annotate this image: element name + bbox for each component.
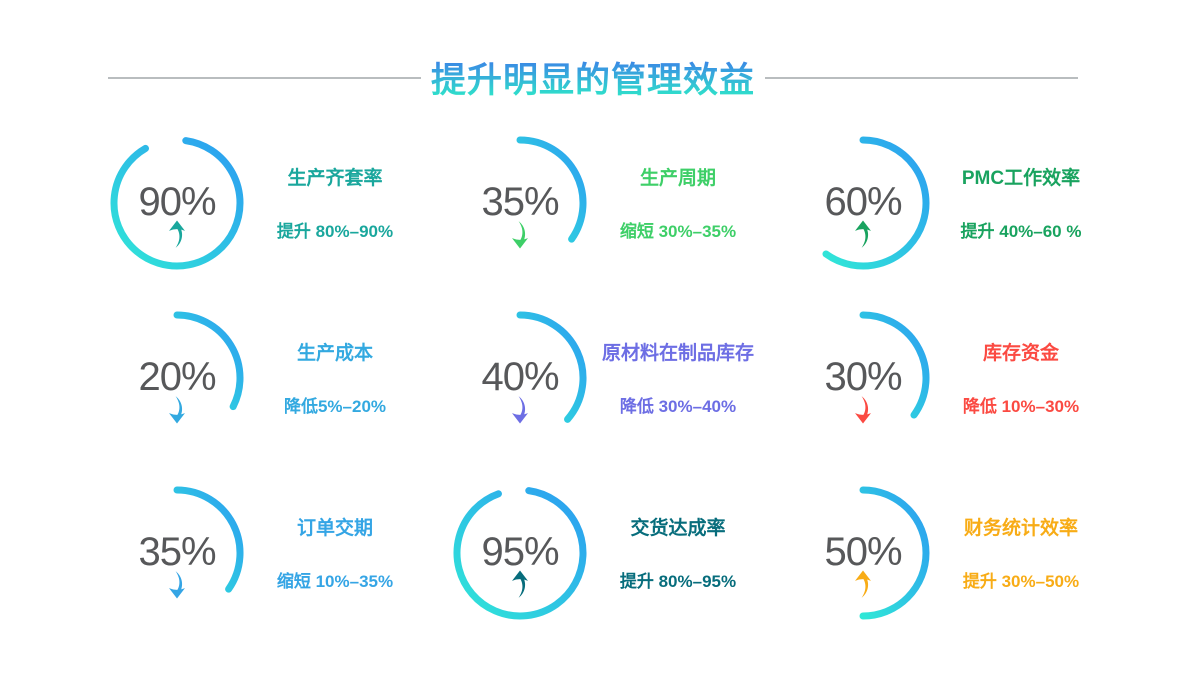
- stat-card: 35% 生产周期 缩短 30%–35%: [447, 115, 790, 290]
- progress-ring: 20%: [110, 311, 244, 445]
- progress-ring-svg: [822, 136, 930, 269]
- stat-labels: 原材料在制品库存 降低 30%–40%: [589, 311, 767, 445]
- ring-arc: [516, 311, 587, 423]
- progress-ring: 35%: [110, 486, 244, 620]
- stat-title: PMC工作效率: [961, 168, 1081, 189]
- page-title: 提升明显的管理效益: [431, 52, 755, 103]
- percent-value: 60%: [824, 180, 902, 224]
- stat-labels: 财务统计效率 提升 30%–50%: [932, 486, 1110, 620]
- stat-labels: 生产周期 缩短 30%–35%: [589, 136, 767, 270]
- stat-title: 库存资金: [982, 343, 1059, 364]
- stat-subtitle: 提升 80%–90%: [276, 222, 394, 241]
- trend-down-arrow-icon: [512, 220, 528, 249]
- progress-ring-svg: [859, 311, 930, 419]
- stat-subtitle: 缩短 30%–35%: [619, 222, 737, 241]
- progress-ring: 35%: [453, 136, 587, 270]
- progress-ring-svg: [859, 486, 930, 619]
- ring-arc: [453, 486, 587, 619]
- progress-ring-svg: [173, 486, 244, 593]
- ring-arc: [859, 311, 930, 419]
- ring-arc: [173, 311, 244, 410]
- stat-labels: 交货达成率 提升 80%–95%: [589, 486, 767, 620]
- stat-labels: 生产齐套率 提升 80%–90%: [246, 136, 424, 270]
- stat-subtitle: 提升 40%–60 %: [960, 222, 1082, 241]
- title-divider-left: [107, 76, 421, 79]
- percent-value: 50%: [824, 530, 902, 574]
- ring-arc: [859, 486, 930, 619]
- progress-ring: 90%: [110, 136, 244, 270]
- ring-arc: [110, 136, 244, 269]
- percent-value: 35%: [138, 530, 216, 574]
- trend-down-arrow-icon: [855, 395, 871, 424]
- stat-labels: 订单交期 缩短 10%–35%: [246, 486, 424, 620]
- ring-arc: [173, 486, 244, 593]
- header: 提升明显的管理效益: [0, 52, 1186, 103]
- progress-ring-svg: [516, 311, 587, 423]
- stat-card: 90% 生产齐套率 提升 80%–90%: [104, 115, 447, 290]
- stat-card: 40% 原材料在制品库存 降低 30%–40%: [447, 290, 790, 465]
- title-divider-right: [765, 76, 1078, 79]
- progress-ring-svg: [173, 311, 244, 410]
- stat-card: 60% PMC工作效率 提升 40%–60 %: [790, 115, 1133, 290]
- stat-title: 交货达成率: [630, 518, 726, 539]
- stat-card: 50% 财务统计效率 提升 30%–50%: [790, 465, 1133, 640]
- stat-title: 订单交期: [296, 518, 373, 539]
- trend-down-arrow-icon: [169, 395, 185, 424]
- stat-card: 95% 交货达成率 提升 80%–95%: [447, 465, 790, 640]
- stat-title: 生产成本: [296, 343, 373, 364]
- stat-card: 35% 订单交期 缩短 10%–35%: [104, 465, 447, 640]
- progress-ring-svg: [110, 136, 244, 269]
- progress-ring-svg: [516, 136, 587, 243]
- stat-labels: PMC工作效率 提升 40%–60 %: [932, 136, 1110, 270]
- stat-labels: 生产成本 降低5%–20%: [246, 311, 424, 445]
- stats-grid: 90% 生产齐套率 提升 80%–90% 35% 生产周期 缩短 30%–35%: [104, 115, 1133, 640]
- stat-title: 生产周期: [639, 168, 716, 189]
- trend-up-arrow-icon: [855, 569, 871, 598]
- stat-subtitle: 提升 80%–95%: [619, 572, 737, 591]
- percent-value: 30%: [824, 355, 902, 399]
- trend-down-arrow-icon: [169, 570, 185, 599]
- percent-value: 95%: [481, 530, 559, 574]
- percent-value: 20%: [138, 355, 216, 399]
- stat-subtitle: 提升 30%–50%: [962, 572, 1080, 591]
- progress-ring: 60%: [796, 136, 930, 270]
- progress-ring: 40%: [453, 311, 587, 445]
- ring-arc: [516, 136, 587, 243]
- progress-ring: 50%: [796, 486, 930, 620]
- stat-title: 生产齐套率: [287, 168, 383, 189]
- stat-subtitle: 降低5%–20%: [283, 397, 387, 416]
- progress-ring: 30%: [796, 311, 930, 445]
- trend-up-arrow-icon: [169, 219, 185, 248]
- trend-down-arrow-icon: [512, 395, 528, 424]
- trend-up-arrow-icon: [855, 219, 871, 248]
- stat-card: 30% 库存资金 降低 10%–30%: [790, 290, 1133, 465]
- percent-value: 90%: [138, 180, 216, 224]
- stat-title: 原材料在制品库存: [601, 343, 754, 364]
- percent-value: 35%: [481, 180, 559, 224]
- ring-arc: [822, 136, 930, 269]
- stat-card: 20% 生产成本 降低5%–20%: [104, 290, 447, 465]
- stat-subtitle: 降低 10%–30%: [962, 397, 1080, 416]
- progress-ring: 95%: [453, 486, 587, 620]
- stat-subtitle: 缩短 10%–35%: [276, 572, 394, 591]
- stat-labels: 库存资金 降低 10%–30%: [932, 311, 1110, 445]
- trend-up-arrow-icon: [512, 569, 528, 598]
- stat-title: 财务统计效率: [963, 518, 1078, 539]
- progress-ring-svg: [453, 486, 587, 619]
- stat-subtitle: 降低 30%–40%: [619, 397, 737, 416]
- percent-value: 40%: [481, 355, 559, 399]
